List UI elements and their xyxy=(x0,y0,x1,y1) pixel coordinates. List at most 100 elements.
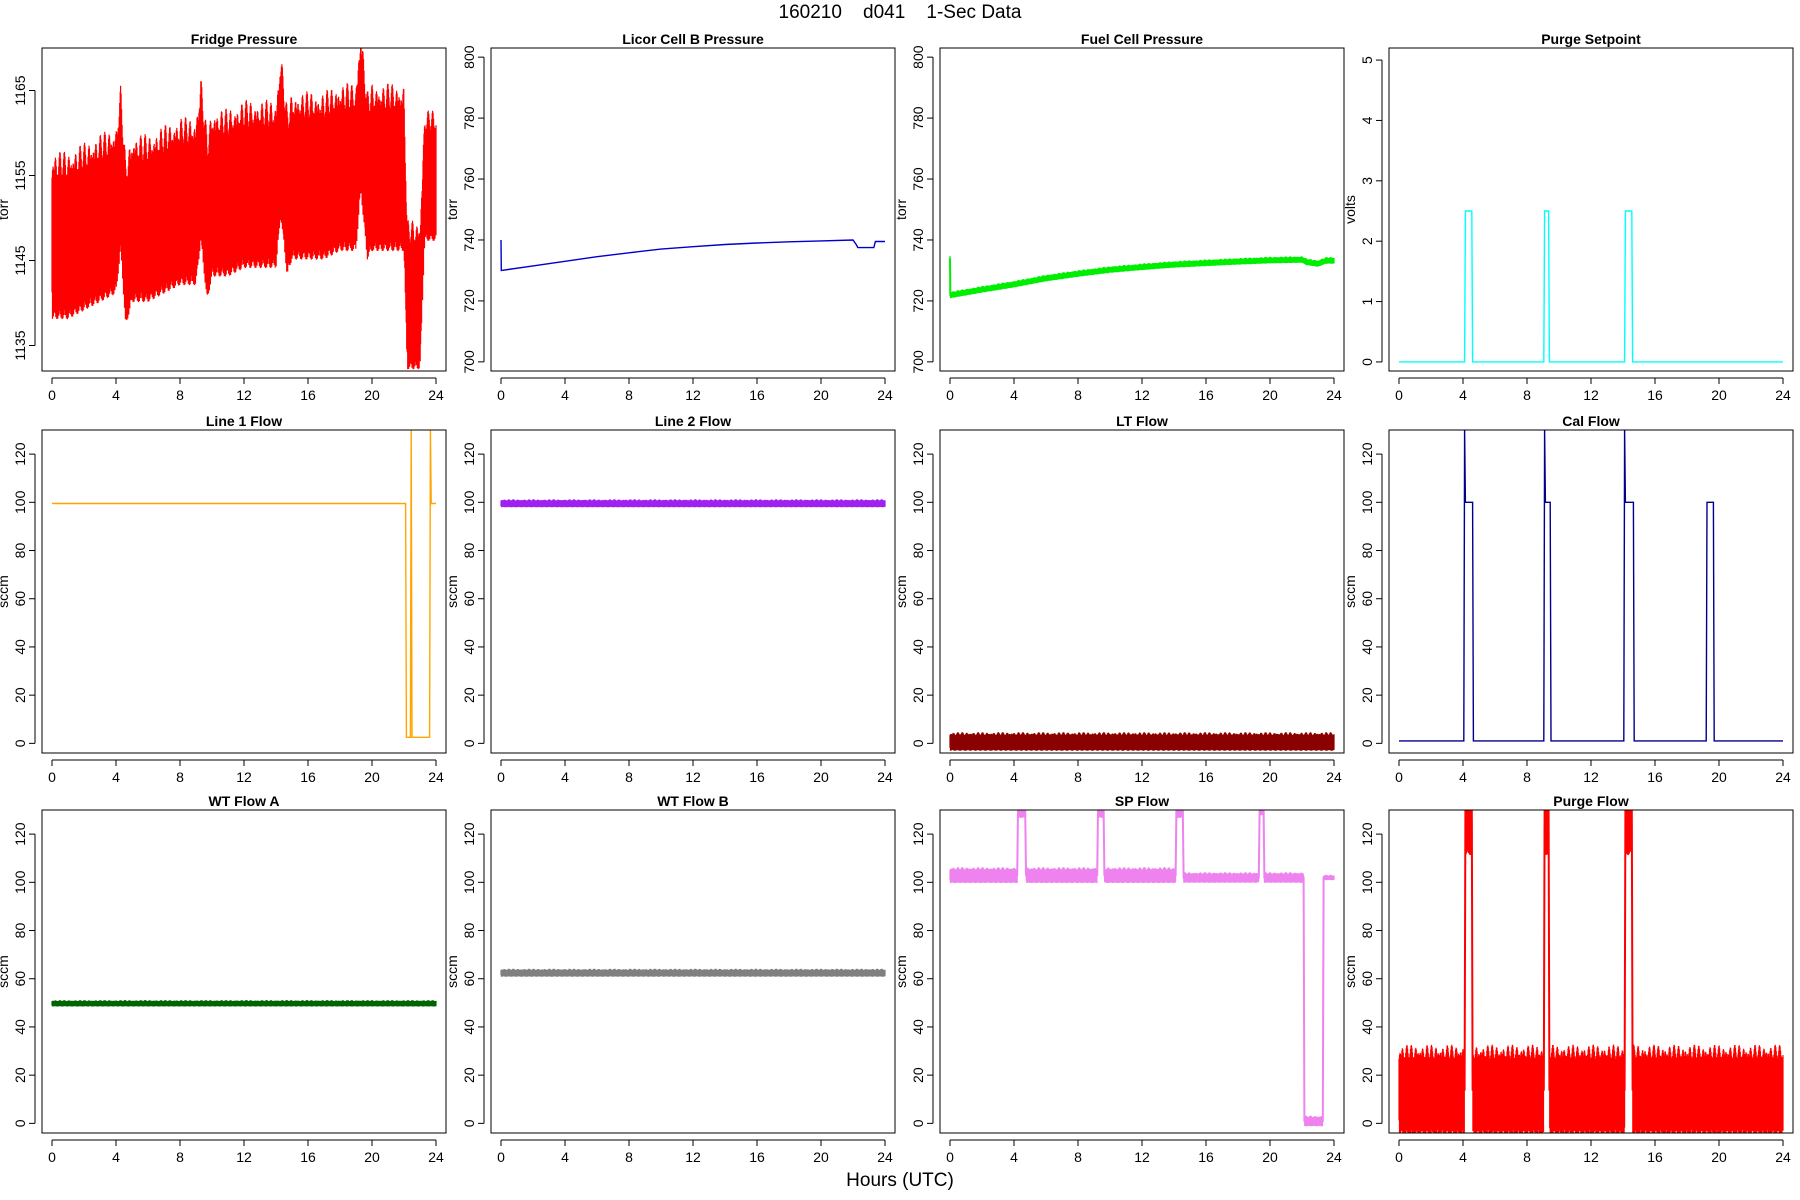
y-tick-label: 80 xyxy=(910,923,926,939)
x-tick-label: 20 xyxy=(1262,769,1278,785)
y-tick-label: 40 xyxy=(1359,1019,1375,1035)
x-tick-label: 24 xyxy=(877,387,893,403)
y-tick-label: 700 xyxy=(910,350,926,374)
x-tick-label: 16 xyxy=(1198,387,1214,403)
panel-title: Purge Flow xyxy=(1553,793,1629,809)
y-tick-label: 780 xyxy=(461,106,477,130)
x-tick-label: 8 xyxy=(1074,769,1082,785)
panel-title: Line 2 Flow xyxy=(655,413,731,429)
chart-panel: Cal Flow 0 4 8 12 16 20 24 0 20 40 60 80 100 120 sccm xyxy=(1342,413,1794,785)
y-tick-label: 0 xyxy=(910,1119,926,1127)
y-tick-label: 720 xyxy=(910,289,926,313)
y-axis-label: torr xyxy=(893,199,909,220)
y-tick-label: 60 xyxy=(12,591,28,607)
chart-panel: WT Flow B 0 4 8 12 16 20 24 0 20 40 60 80 100 120 sccm xyxy=(444,793,896,1165)
x-tick-label: 20 xyxy=(1262,1149,1278,1165)
x-tick-label: 0 xyxy=(946,769,954,785)
x-tick-label: 4 xyxy=(561,769,569,785)
x-tick-label: 8 xyxy=(176,769,184,785)
y-tick-label: 60 xyxy=(461,591,477,607)
x-tick-label: 4 xyxy=(1459,387,1467,403)
series-group xyxy=(500,239,885,272)
x-tick-label: 16 xyxy=(1198,1149,1214,1165)
y-axis-label: sccm xyxy=(1342,955,1358,988)
y-tick-label: 100 xyxy=(1359,870,1375,894)
y-axis-label: volts xyxy=(1342,195,1358,224)
panel-title: Fuel Cell Pressure xyxy=(1081,31,1203,47)
series-group xyxy=(949,256,1335,299)
series-group xyxy=(51,1000,437,1007)
x-tick-label: 8 xyxy=(1074,1149,1082,1165)
y-tick-label: 60 xyxy=(12,971,28,987)
x-tick-label: 24 xyxy=(1775,1149,1791,1165)
series-line xyxy=(1399,430,1783,742)
series-noise-band xyxy=(949,810,1335,1127)
series-group xyxy=(52,430,436,738)
x-tick-label: 8 xyxy=(625,769,633,785)
y-tick-label: 20 xyxy=(461,687,477,703)
y-axis-label: sccm xyxy=(444,955,460,988)
chart-panel: Line 2 Flow 0 4 8 12 16 20 24 0 20 40 60 80 100 120 scc… xyxy=(444,413,896,785)
y-tick-label: 20 xyxy=(910,687,926,703)
panel-title: SP Flow xyxy=(1115,793,1169,809)
x-tick-label: 8 xyxy=(625,1149,633,1165)
y-tick-label: 20 xyxy=(910,1067,926,1083)
y-tick-label: 80 xyxy=(12,923,28,939)
x-tick-label: 4 xyxy=(1459,769,1467,785)
series-line xyxy=(52,107,436,296)
series-line xyxy=(949,258,1334,296)
plot-frame xyxy=(490,809,896,1134)
y-tick-label: 60 xyxy=(910,971,926,987)
y-axis-label: sccm xyxy=(1342,575,1358,608)
y-tick-label: 1165 xyxy=(12,75,28,105)
y-tick-label: 120 xyxy=(461,442,477,466)
y-tick-label: 80 xyxy=(461,543,477,559)
x-tick-label: 8 xyxy=(1523,1149,1531,1165)
y-tick-label: 1 xyxy=(1359,297,1375,305)
x-tick-label: 12 xyxy=(1134,387,1150,403)
x-tick-label: 8 xyxy=(1523,387,1531,403)
x-tick-label: 24 xyxy=(1775,769,1791,785)
panel-title: WT Flow A xyxy=(208,793,279,809)
x-tick-label: 0 xyxy=(48,769,56,785)
y-tick-label: 4 xyxy=(1359,116,1375,124)
x-tick-label: 16 xyxy=(1647,769,1663,785)
y-tick-label: 0 xyxy=(12,1119,28,1127)
x-tick-label: 20 xyxy=(813,1149,829,1165)
y-tick-label: 60 xyxy=(1359,971,1375,987)
y-axis-label: sccm xyxy=(0,955,11,988)
x-tick-label: 16 xyxy=(300,1149,316,1165)
y-tick-label: 800 xyxy=(910,45,926,69)
plot-frame xyxy=(1388,809,1794,1134)
x-tick-label: 16 xyxy=(300,387,316,403)
x-tick-label: 0 xyxy=(1395,769,1403,785)
x-tick-label: 20 xyxy=(1711,1149,1727,1165)
x-tick-label: 12 xyxy=(685,1149,701,1165)
x-tick-label: 24 xyxy=(877,769,893,785)
plot-frame xyxy=(939,429,1345,754)
y-tick-label: 20 xyxy=(12,1067,28,1083)
x-tick-label: 12 xyxy=(236,387,252,403)
y-tick-label: 40 xyxy=(12,639,28,655)
y-tick-label: 20 xyxy=(1359,1067,1375,1083)
plot-frame xyxy=(1388,47,1794,372)
y-axis-label: torr xyxy=(0,199,11,220)
x-tick-label: 4 xyxy=(561,1149,569,1165)
x-tick-label: 24 xyxy=(1775,387,1791,403)
y-tick-label: 100 xyxy=(12,490,28,514)
x-tick-label: 4 xyxy=(1459,1149,1467,1165)
y-tick-label: 0 xyxy=(461,1119,477,1127)
x-tick-label: 16 xyxy=(749,387,765,403)
panel-title: LT Flow xyxy=(1116,413,1168,429)
x-tick-label: 0 xyxy=(1395,387,1403,403)
y-axis-label: sccm xyxy=(893,575,909,608)
y-tick-label: 120 xyxy=(12,442,28,466)
y-tick-label: 800 xyxy=(461,45,477,69)
series-noise-band xyxy=(51,48,437,370)
y-axis-label: sccm xyxy=(0,575,11,608)
x-tick-label: 4 xyxy=(1010,769,1018,785)
x-tick-label: 12 xyxy=(1583,769,1599,785)
x-tick-label: 16 xyxy=(749,1149,765,1165)
y-axis-label: torr xyxy=(444,199,460,220)
y-tick-label: 100 xyxy=(12,870,28,894)
